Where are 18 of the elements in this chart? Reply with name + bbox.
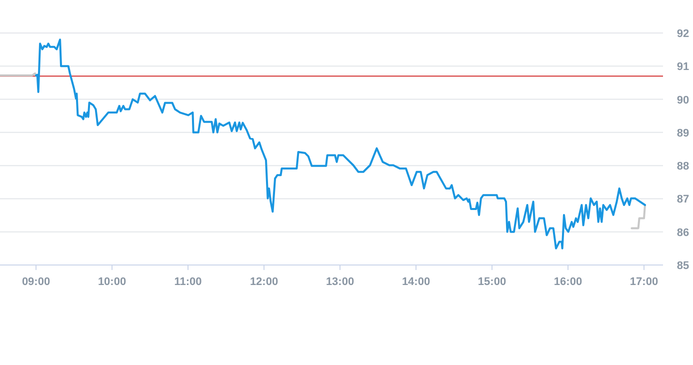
x-tick-label: 16:00 xyxy=(554,276,582,288)
line-series xyxy=(35,38,646,250)
x-tick-label: 13:00 xyxy=(326,276,354,288)
x-tick-label: 11:00 xyxy=(174,276,202,288)
x-tick-label: 15:00 xyxy=(478,276,506,288)
y-tick-label: 90 xyxy=(676,94,690,106)
x-tick-label: 10:00 xyxy=(98,276,126,288)
x-tick-label: 09:00 xyxy=(22,276,50,288)
x-tick-label: 12:00 xyxy=(250,276,278,288)
x-tick-label: 14:00 xyxy=(402,276,430,288)
y-tick-label: 88 xyxy=(676,160,690,173)
y-tick-label: 91 xyxy=(676,61,690,74)
y-tick-label: 92 xyxy=(676,28,690,40)
y-tick-label: 87 xyxy=(676,194,690,206)
x-tick-label: 17:00 xyxy=(630,276,658,288)
y-tick-label: 89 xyxy=(676,127,690,140)
y-tick-label: 86 xyxy=(676,226,690,239)
y-tick-label: 85 xyxy=(676,260,690,272)
